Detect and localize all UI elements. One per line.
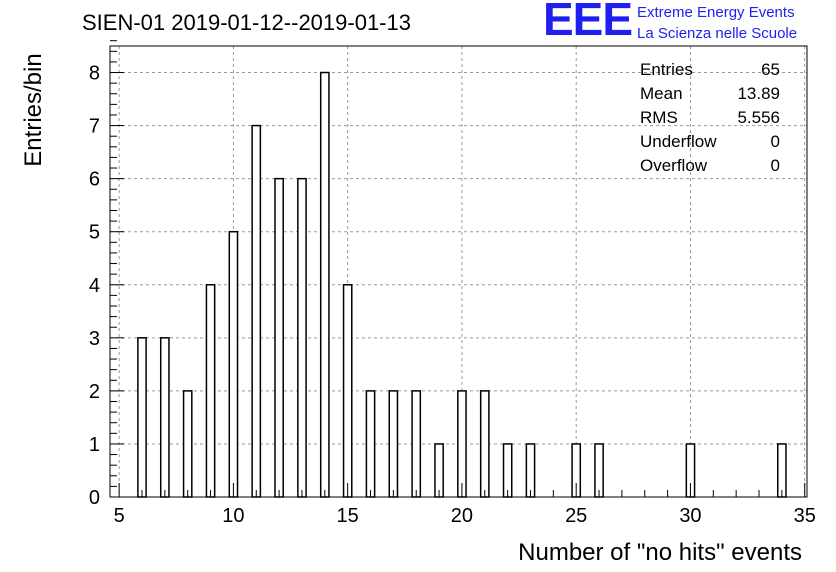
histogram-bar	[297, 177, 307, 498]
x-tick-label: 5	[114, 505, 125, 527]
histogram-bar	[434, 443, 444, 498]
x-tick-label: 15	[337, 505, 359, 527]
histogram-bar	[411, 390, 422, 498]
y-axis-label: Entries/bin	[20, 53, 47, 167]
histogram-bar	[205, 284, 216, 498]
stat-label: Mean	[640, 84, 683, 103]
y-tick-label: 2	[89, 381, 100, 403]
stat-row: Underflow 0	[640, 130, 780, 154]
histogram-bar	[388, 390, 399, 498]
y-tick-label: 8	[89, 63, 100, 85]
stat-value: 0	[770, 132, 780, 151]
histogram-bar	[365, 390, 376, 498]
stat-label: Entries	[640, 60, 693, 79]
histogram-bar	[228, 230, 239, 498]
x-tick-label: 30	[679, 505, 701, 527]
y-tick-label: 6	[89, 169, 100, 191]
eee-logo: EEE Extreme Energy Events La Scienza nel…	[543, 0, 833, 46]
histogram-bar	[274, 177, 284, 498]
y-tick-label: 5	[89, 222, 100, 244]
chart-title: SIEN-01 2019-01-12--2019-01-13	[82, 10, 411, 35]
stats-box: Entries 65 Mean 13.89 RMS 5.556 Underflow 0 Over…	[640, 58, 780, 178]
stat-row: Entries 65	[640, 58, 780, 82]
x-tick-label: 10	[222, 505, 244, 527]
axis-tick-labels: 5 10 15 20 25 30 35 0 1 2 3 4 5 6 7 8	[89, 63, 816, 527]
histogram-bar	[502, 443, 513, 498]
histogram-bar	[479, 390, 490, 498]
histogram-bar	[137, 337, 147, 498]
stat-value: 5.556	[737, 108, 780, 127]
logo-text-line2: La Scienza nelle Scuole	[637, 25, 798, 42]
stat-value: 65	[761, 60, 780, 79]
stat-label: Underflow	[640, 132, 717, 151]
histogram-bar	[594, 443, 604, 498]
axis-ticks	[110, 40, 806, 498]
histogram-bar	[251, 124, 262, 498]
stat-row: RMS 5.556	[640, 106, 780, 130]
histogram-bar	[319, 71, 330, 498]
y-tick-label: 0	[89, 487, 100, 509]
histogram-bar	[182, 390, 193, 498]
histogram-bar	[342, 284, 353, 498]
histogram-bar	[776, 443, 787, 498]
x-axis-label: Number of "no hits" events	[518, 539, 802, 566]
y-tick-label: 7	[89, 116, 100, 138]
x-tick-label: 20	[451, 505, 473, 527]
stat-label: RMS	[640, 108, 678, 127]
y-tick-label: 4	[89, 275, 100, 297]
stat-label: Overflow	[640, 156, 708, 175]
x-tick-label: 25	[565, 505, 587, 527]
x-tick-label: 35	[794, 505, 816, 527]
stat-value: 13.89	[737, 84, 780, 103]
y-tick-label: 1	[89, 434, 100, 456]
plot-frame	[109, 45, 808, 498]
histogram-bar	[525, 443, 536, 498]
eee-logo-mark: EEE	[543, 0, 633, 45]
y-tick-label: 3	[89, 328, 100, 350]
histogram-bar	[457, 390, 467, 498]
stat-row: Mean 13.89	[640, 82, 780, 106]
logo-text-line1: Extreme Energy Events	[637, 4, 795, 21]
stat-value: 0	[770, 156, 780, 175]
histogram-bar	[159, 337, 170, 498]
stat-row: Overflow 0	[640, 154, 780, 178]
